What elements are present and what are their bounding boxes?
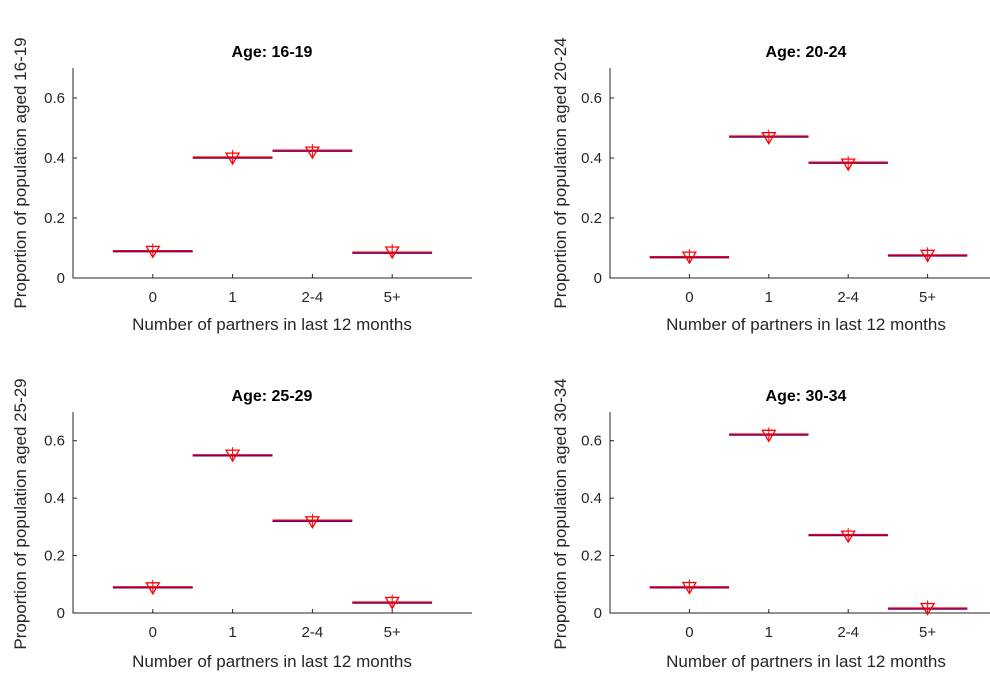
x-axis-label: Number of partners in last 12 months [132,315,412,334]
x-tick-label: 1 [228,289,236,306]
axes [609,412,990,614]
y-tick-label: 0.6 [581,433,602,450]
y-axis-label: Proportion of population aged 25-29 [11,378,30,649]
y-tick-label: 0.4 [581,150,602,167]
x-tick-label: 2-4 [302,289,324,306]
y-tick-label: 0.4 [44,150,65,167]
x-tick-label: 5+ [919,624,936,641]
x-tick-label: 2-4 [837,624,859,641]
x-tick-label: 5+ [384,624,401,641]
y-tick-label: 0.2 [44,548,65,565]
y-axis-label: Proportion of population aged 16-19 [11,37,30,308]
x-axis-label: Number of partners in last 12 months [666,315,946,334]
axes [609,68,990,279]
x-tick-label: 1 [228,624,236,641]
plot-area: 0 0.2 0.4 0.6 0 1 2-4 5+ [44,412,472,641]
y-tick-label: 0 [57,605,65,622]
y-tick-label: 0.6 [44,90,65,107]
y-tick-label: 0 [594,270,602,287]
panel-title: Age: 16-19 [232,44,313,61]
x-axis-label: Number of partners in last 12 months [132,652,412,671]
axes [72,412,472,614]
panel-age-30-34: Age: 30-34 Proportion of population aged… [551,378,990,671]
y-axis-label: Proportion of population aged 20-24 [551,37,570,308]
x-tick-label: 1 [765,624,773,641]
panel-title: Age: 20-24 [766,44,847,61]
panel-age-20-24: Age: 20-24 Proportion of population aged… [551,37,990,334]
y-tick-label: 0.2 [581,548,602,565]
panel-title: Age: 30-34 [766,388,847,405]
plot-area: 0 0.2 0.4 0.6 0 1 2-4 5+ [581,68,990,306]
y-tick-label: 0.2 [44,210,65,227]
x-tick-label: 2-4 [302,624,324,641]
y-tick-label: 0 [57,270,65,287]
x-tick-label: 2-4 [837,289,859,306]
y-tick-label: 0.4 [44,490,65,507]
y-tick-label: 0.6 [581,90,602,107]
y-tick-label: 0.2 [581,210,602,227]
x-tick-label: 0 [685,624,693,641]
axes [72,68,472,279]
plot-area: 0 0.2 0.4 0.6 0 1 2-4 5+ [581,412,990,641]
x-axis-label: Number of partners in last 12 months [666,652,946,671]
panel-title: Age: 25-29 [232,388,313,405]
panel-age-16-19: Age: 16-19 Proportion of population aged… [11,37,472,334]
x-tick-label: 5+ [384,289,401,306]
panel-age-25-29: Age: 25-29 Proportion of population aged… [11,378,472,671]
y-tick-label: 0 [594,605,602,622]
plot-area: 0 0.2 0.4 0.6 0 1 2-4 5+ [44,68,472,306]
x-tick-label: 0 [685,289,693,306]
y-tick-label: 0.4 [581,490,602,507]
x-tick-label: 5+ [919,289,936,306]
x-tick-label: 1 [765,289,773,306]
x-tick-label: 0 [149,289,157,306]
x-tick-label: 0 [149,624,157,641]
y-tick-label: 0.6 [44,433,65,450]
y-axis-label: Proportion of population aged 30-34 [551,378,570,649]
